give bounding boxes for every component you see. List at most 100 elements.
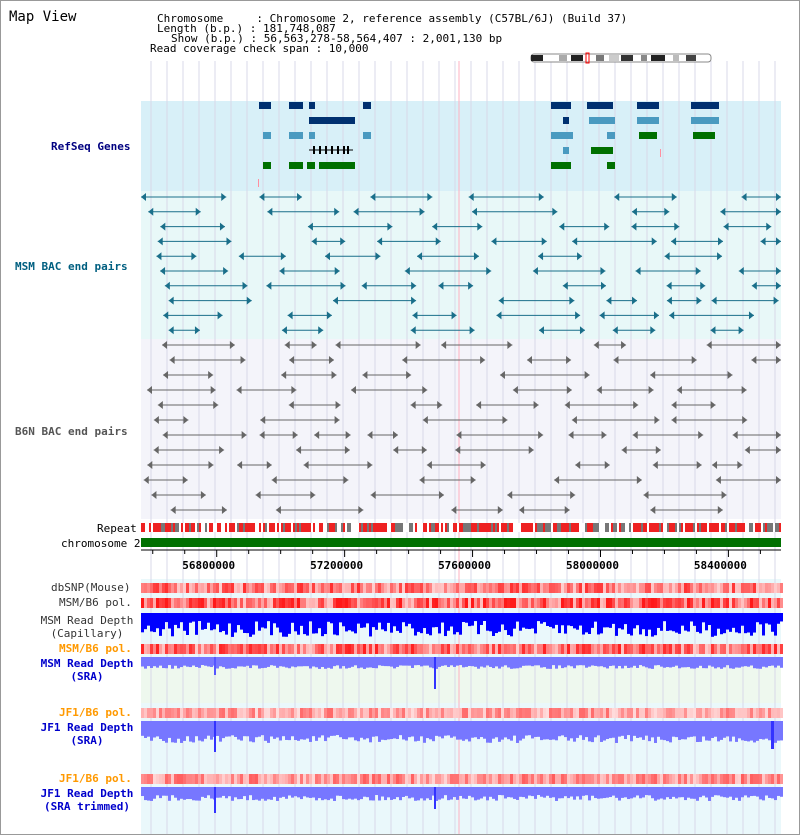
jf1-b6-pol-heat bbox=[396, 708, 399, 718]
jf1-depth-trimmed-bar bbox=[525, 787, 528, 799]
msm-depth-sra-bar bbox=[318, 657, 321, 669]
msm-b6-pol-heat bbox=[495, 598, 498, 608]
jf1-depth-sra-bar bbox=[384, 721, 387, 741]
msm-b6-pol-heat bbox=[441, 598, 444, 608]
ideogram-band bbox=[559, 55, 567, 61]
dbsnp-heat bbox=[141, 583, 144, 593]
jf1-b6-pol-heat bbox=[171, 708, 174, 718]
repeat-mark bbox=[747, 523, 749, 532]
jf1-b6-pol-trimmed-heat bbox=[447, 774, 450, 784]
jf1-b6-pol-trimmed-heat bbox=[261, 774, 264, 784]
jf1-depth-trimmed-bar bbox=[327, 787, 330, 801]
msm-b6-pol-sra-heat bbox=[663, 644, 666, 654]
repeat-mark bbox=[197, 523, 199, 532]
jf1-b6-pol-heat bbox=[666, 708, 669, 718]
msm-b6-pol-sra-heat bbox=[204, 644, 207, 654]
msm-depth-sra-bar bbox=[369, 657, 372, 668]
refseq-exon bbox=[325, 146, 327, 154]
msm-b6-pol-sra-heat bbox=[771, 644, 774, 654]
jf1-depth-trimmed-bar bbox=[180, 787, 183, 799]
msm-b6-pol-heat bbox=[375, 598, 378, 608]
b6n-bac-end bbox=[776, 431, 781, 439]
repeat-mark bbox=[663, 523, 665, 532]
ideogram-band bbox=[596, 55, 604, 61]
repeat-mark bbox=[405, 523, 407, 532]
msm-depth-capillary-bar bbox=[312, 613, 315, 634]
msm-depth-capillary-bar bbox=[558, 613, 561, 634]
jf1-depth-sra-bar bbox=[168, 721, 171, 738]
msm-depth-sra-bar bbox=[534, 657, 537, 666]
msm-b6-pol-sra-heat bbox=[765, 644, 768, 654]
jf1-depth-trimmed-bar bbox=[480, 787, 483, 799]
msm-b6-pol-heat bbox=[153, 598, 156, 608]
msm-b6-pol-heat bbox=[624, 598, 627, 608]
jf1-depth-trimmed-bar bbox=[489, 787, 492, 797]
repeat-mark bbox=[183, 523, 185, 532]
dbsnp-heat bbox=[183, 583, 186, 593]
b6n-bac-end-pairs-label[interactable]: B6N BAC end pairs bbox=[15, 425, 128, 438]
msm-b6-pol-sra-heat bbox=[756, 644, 759, 654]
msm-depth-capillary-bar bbox=[603, 613, 606, 628]
jf1-b6-pol-trimmed-heat bbox=[315, 774, 318, 784]
msm-depth-capillary-bar bbox=[183, 613, 186, 631]
repeat-mark bbox=[557, 523, 559, 532]
dbsnp-heat bbox=[372, 583, 375, 593]
jf1-b6-pol-heat bbox=[573, 708, 576, 718]
repeat-mark bbox=[311, 523, 313, 532]
repeat-mark bbox=[549, 523, 551, 532]
msm-depth-capillary-bar bbox=[489, 613, 492, 632]
b6n-bac-end bbox=[742, 416, 748, 424]
repeat-mark bbox=[317, 523, 319, 532]
msm-b6-pol-sra-heat bbox=[231, 644, 234, 654]
msm-b6-pol-sra-heat bbox=[702, 644, 705, 654]
jf1-b6-pol-trimmed-heat bbox=[426, 774, 429, 784]
jf1-b6-pol-trimmed-heat bbox=[174, 774, 177, 784]
msm-depth-capillary-bar bbox=[204, 613, 207, 629]
jf1-depth-sra-bar bbox=[474, 721, 477, 738]
jf1-b6-pol-heat bbox=[243, 708, 246, 718]
jf1-b6-pol-trimmed-heat bbox=[276, 774, 279, 784]
msm-depth-capillary-bar bbox=[447, 613, 450, 631]
msm-b6-pol-heat bbox=[303, 598, 306, 608]
jf1-b6-pol-trimmed-heat bbox=[168, 774, 171, 784]
jf1-b6-pol-heat bbox=[315, 708, 318, 718]
msm-depth-capillary-bar bbox=[666, 613, 669, 631]
dbsnp-heat bbox=[480, 583, 483, 593]
refseq-exon bbox=[319, 146, 321, 154]
repeat-mark bbox=[181, 523, 183, 532]
b6n-bac-end bbox=[512, 386, 518, 394]
msm-b6-pol-sra-heat bbox=[300, 644, 303, 654]
msm-b6-pol-sra-heat bbox=[729, 644, 732, 654]
jf1-depth-sra-bar bbox=[201, 721, 204, 742]
msm-depth-capillary-bar bbox=[192, 613, 195, 622]
jf1-depth-sra-bar bbox=[750, 721, 753, 741]
refseq-genes-label[interactable]: RefSeq Genes bbox=[51, 140, 131, 153]
jf1-b6-pol-heat bbox=[276, 708, 279, 718]
jf1-b6-pol-trimmed-heat bbox=[759, 774, 762, 784]
msm-b6-pol-sra-heat bbox=[180, 644, 183, 654]
msm-b6-pol-heat bbox=[261, 598, 264, 608]
dbsnp-heat bbox=[318, 583, 321, 593]
jf1-b6-pol-heat bbox=[168, 708, 171, 718]
msm-b6-pol-sra-heat bbox=[591, 644, 594, 654]
jf1-b6-pol-trimmed-heat bbox=[717, 774, 720, 784]
msm-b6-pol-heat bbox=[222, 598, 225, 608]
jf1-depth-trimmed-bar bbox=[666, 787, 669, 798]
dbsnp-heat bbox=[591, 583, 594, 593]
msm-b6-pol-heat bbox=[183, 598, 186, 608]
b6n-bac-end bbox=[519, 506, 525, 514]
jf1-b6-pol-heat bbox=[507, 708, 510, 718]
msm-bac-end bbox=[259, 193, 265, 201]
msm-depth-sra-bar bbox=[540, 657, 543, 668]
jf1-depth-sra-bar bbox=[675, 721, 678, 738]
msm-b6-pol-heat bbox=[525, 598, 528, 608]
repeat-mark bbox=[721, 523, 723, 532]
msm-depth-sra-bar bbox=[381, 657, 384, 666]
dbsnp-heat bbox=[375, 583, 378, 593]
dbsnp-heat bbox=[768, 583, 771, 593]
msm-depth-capillary-bar bbox=[564, 613, 567, 634]
msm-bac-end-pairs-label[interactable]: MSM BAC end pairs bbox=[15, 260, 128, 273]
dbsnp-heat bbox=[324, 583, 327, 593]
jf1-b6-pol-heat bbox=[747, 708, 750, 718]
